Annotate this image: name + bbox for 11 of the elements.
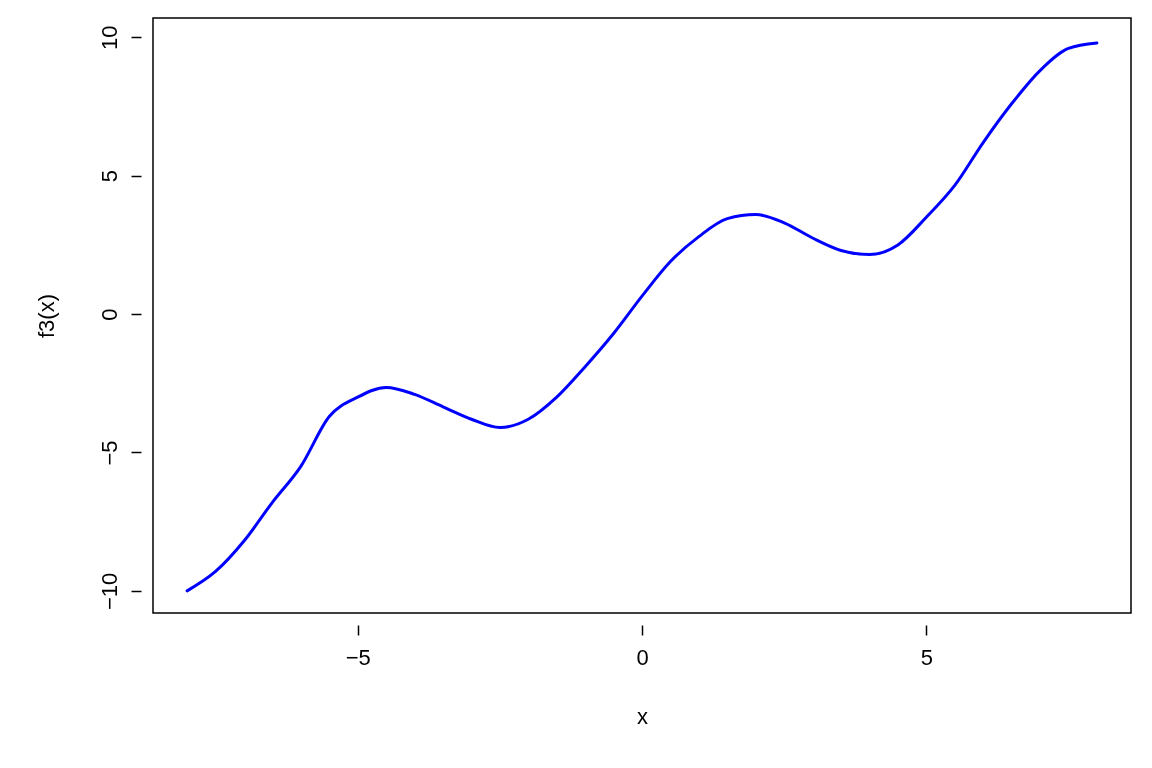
y-tick-label: 0 xyxy=(96,308,122,321)
line-series xyxy=(185,41,1099,593)
y-tick-label: 5 xyxy=(96,170,122,183)
y-axis-title: f3(x) xyxy=(33,294,59,338)
x-tick-label: 5 xyxy=(920,644,933,670)
y-tick-label: −10 xyxy=(96,572,122,611)
y-tick-label: −5 xyxy=(96,440,122,466)
x-tick-label: 0 xyxy=(636,644,649,670)
x-axis-title: x xyxy=(637,703,648,729)
y-tick-label: 10 xyxy=(96,25,122,51)
x-tick-label: −5 xyxy=(345,644,371,670)
